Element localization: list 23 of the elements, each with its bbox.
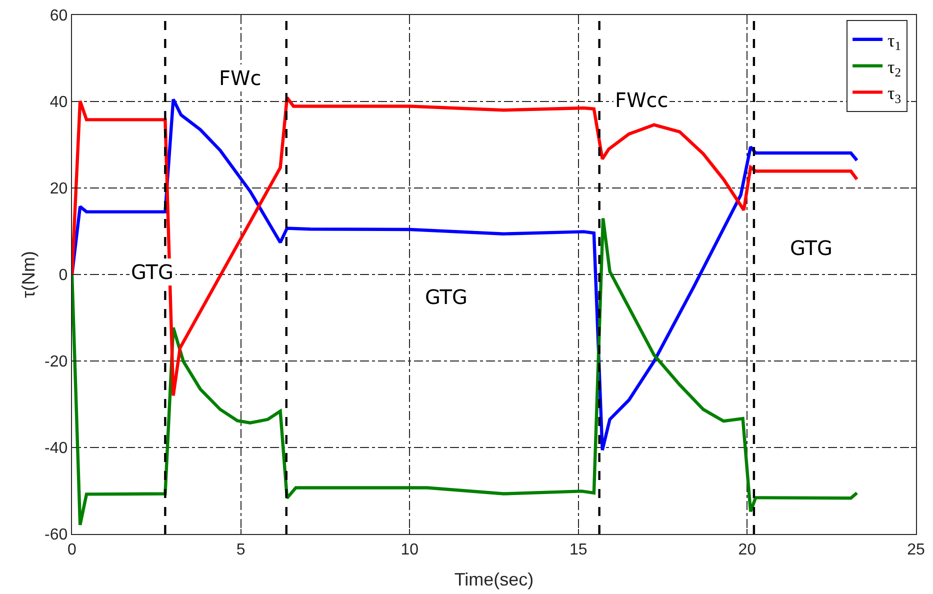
- y-tick-label: -20: [44, 354, 68, 371]
- line-series: [72, 216, 859, 527]
- legend-label: τ$_{1}$: [888, 30, 902, 54]
- y-axis-title: τ(Nm): [18, 250, 39, 298]
- y-tick-label: -40: [44, 440, 68, 458]
- x-tick-label: 5: [236, 541, 246, 558]
- y-tick-label: 20: [50, 180, 68, 198]
- y-tick-label: -60: [44, 526, 68, 544]
- x-tick-label: 25: [907, 541, 925, 558]
- x-tick-label: 20: [738, 541, 756, 558]
- annotation: GTG: [790, 236, 832, 260]
- x-tick-label: 10: [400, 541, 419, 558]
- y-tick-label: 40: [50, 94, 68, 112]
- x-tick-label: 15: [570, 541, 588, 558]
- legend-label: τ$_{2}$: [888, 56, 902, 80]
- y-tick-label: 0: [58, 267, 68, 284]
- y-tick-label: 60: [50, 8, 68, 25]
- annotation: GTG: [131, 260, 174, 284]
- annotation: FWcc: [615, 88, 668, 112]
- x-axis-title: Time(sec): [454, 569, 534, 590]
- annotation: GTG: [425, 285, 468, 309]
- legend-label: τ$_{3}$: [888, 83, 902, 106]
- annotation: FWc: [219, 66, 262, 90]
